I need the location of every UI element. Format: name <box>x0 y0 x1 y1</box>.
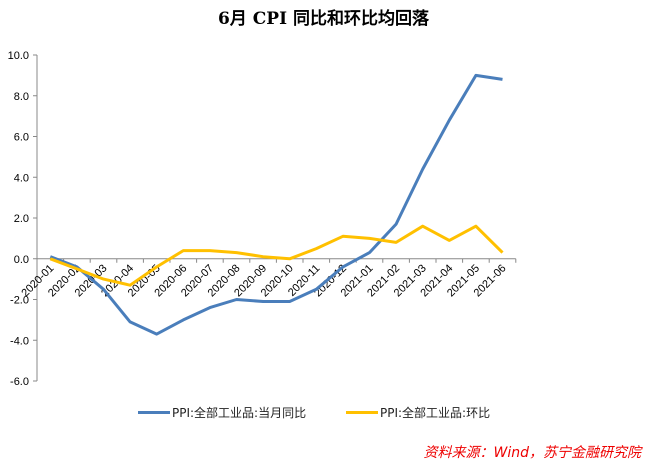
y-tick-label: 6.0 <box>14 132 29 144</box>
y-tick-label: -4.0 <box>10 335 29 347</box>
y-tick-label: 4.0 <box>14 172 29 184</box>
y-tick-label: 2.0 <box>14 213 29 225</box>
series-line-1 <box>49 224 504 287</box>
legend-item-mom: PPI:全部工业品:环比 <box>346 404 490 421</box>
y-tick-label: -6.0 <box>10 376 29 388</box>
y-tick-label: -2.0 <box>10 295 29 307</box>
y-tick-label: 0.0 <box>14 254 29 266</box>
legend-label-mom: PPI:全部工业品:环比 <box>380 406 491 420</box>
legend-item-yoy: PPI:全部工业品:当月同比 <box>138 404 306 421</box>
chart-title: 6月 CPI 同比和环比均回落 <box>218 9 429 29</box>
y-tick-label: 8.0 <box>14 91 29 103</box>
legend-label-yoy: PPI:全部工业品:当月同比 <box>172 406 307 420</box>
series-line-0 <box>49 73 503 336</box>
legend-swatch-yoy <box>138 411 170 414</box>
source-note: 资料来源：Wind，苏宁金融研究院 <box>423 445 642 460</box>
y-tick-label: 10.0 <box>8 50 29 62</box>
legend-swatch-mom <box>346 411 378 414</box>
